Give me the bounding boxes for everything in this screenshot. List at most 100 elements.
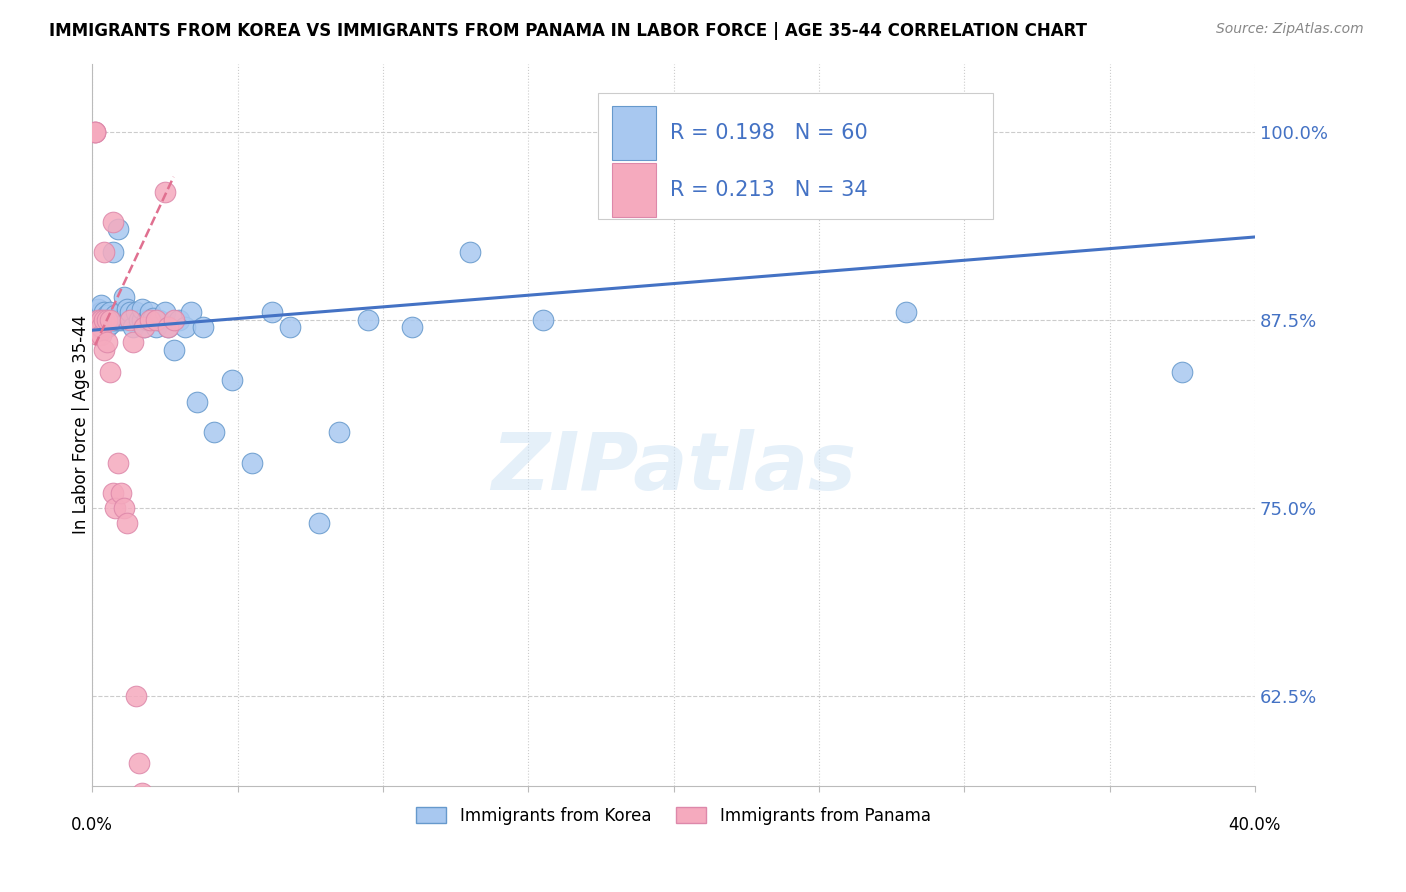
Point: [87, 302, 110, 317]
Point: [174, 320, 197, 334]
Point: [84, 308, 107, 322]
Point: [128, 756, 150, 771]
Text: ZIPatlas: ZIPatlas: [491, 429, 856, 508]
Point: [84, 125, 107, 139]
Point: [122, 335, 145, 350]
Point: [96, 335, 118, 350]
Point: [278, 320, 301, 334]
Point: [134, 320, 156, 334]
Point: [131, 786, 153, 800]
Point: [169, 312, 191, 326]
Point: [101, 215, 124, 229]
Point: [118, 305, 141, 319]
Legend: Immigrants from Korea, Immigrants from Panama: Immigrants from Korea, Immigrants from P…: [409, 800, 938, 831]
Point: [90, 298, 112, 312]
Point: [110, 312, 132, 326]
Point: [328, 425, 350, 440]
Point: [186, 395, 208, 409]
Point: [84, 312, 107, 326]
Point: [115, 312, 138, 326]
Point: [90, 320, 112, 334]
Point: [93, 305, 115, 319]
Point: [191, 320, 214, 334]
Point: [101, 245, 124, 260]
Text: R = 0.213   N = 34: R = 0.213 N = 34: [671, 180, 868, 201]
Point: [153, 185, 176, 199]
Point: [401, 320, 423, 334]
Point: [156, 320, 179, 334]
Point: [104, 308, 127, 322]
Point: [308, 516, 330, 530]
Text: 0.0%: 0.0%: [72, 816, 112, 834]
Text: 40.0%: 40.0%: [1229, 816, 1281, 834]
Point: [110, 305, 132, 319]
Point: [107, 222, 129, 236]
Point: [87, 320, 110, 334]
Point: [90, 327, 112, 342]
Point: [96, 312, 118, 326]
Point: [101, 485, 124, 500]
Point: [104, 312, 127, 326]
Point: [87, 312, 110, 326]
Point: [153, 305, 176, 319]
Point: [107, 312, 129, 326]
Point: [112, 500, 135, 515]
Point: [93, 245, 115, 260]
Point: [93, 312, 115, 326]
Point: [139, 312, 162, 326]
Point: [87, 327, 110, 342]
Point: [180, 305, 202, 319]
Point: [262, 305, 284, 319]
Point: [357, 312, 380, 326]
Point: [96, 308, 118, 322]
Point: [202, 425, 225, 440]
Point: [221, 373, 243, 387]
Point: [139, 305, 162, 319]
Point: [142, 311, 165, 326]
Point: [134, 320, 156, 334]
Point: [98, 312, 121, 326]
Point: [84, 125, 107, 139]
Point: [894, 305, 917, 319]
Point: [122, 320, 145, 334]
Point: [110, 485, 132, 500]
Point: [98, 305, 121, 319]
Point: [125, 305, 148, 319]
Point: [96, 320, 118, 334]
Point: [98, 317, 121, 331]
Text: R = 0.198   N = 60: R = 0.198 N = 60: [671, 122, 868, 143]
Point: [128, 312, 150, 326]
Point: [118, 312, 141, 326]
Point: [156, 320, 179, 334]
Point: [125, 689, 148, 703]
Text: Source: ZipAtlas.com: Source: ZipAtlas.com: [1216, 22, 1364, 37]
Point: [145, 320, 167, 334]
Point: [131, 302, 153, 317]
Point: [112, 290, 135, 304]
Y-axis label: In Labor Force | Age 35-44: In Labor Force | Age 35-44: [72, 316, 90, 534]
FancyBboxPatch shape: [598, 93, 993, 219]
Point: [115, 302, 138, 317]
Point: [131, 312, 153, 326]
Point: [104, 500, 127, 515]
Point: [98, 365, 121, 379]
Bar: [612, 163, 657, 218]
Point: [458, 245, 481, 260]
Point: [107, 456, 129, 470]
Point: [1171, 365, 1194, 379]
Point: [240, 456, 263, 470]
Point: [93, 320, 115, 334]
Text: IMMIGRANTS FROM KOREA VS IMMIGRANTS FROM PANAMA IN LABOR FORCE | AGE 35-44 CORRE: IMMIGRANTS FROM KOREA VS IMMIGRANTS FROM…: [49, 22, 1087, 40]
Bar: [612, 105, 657, 160]
Point: [115, 516, 138, 530]
Point: [136, 312, 159, 326]
Point: [162, 343, 184, 357]
Point: [90, 312, 112, 326]
Point: [96, 312, 118, 326]
Point: [87, 312, 110, 326]
Point: [98, 312, 121, 326]
Point: [84, 125, 107, 139]
Point: [162, 312, 184, 326]
Point: [101, 312, 124, 326]
Point: [145, 312, 167, 326]
